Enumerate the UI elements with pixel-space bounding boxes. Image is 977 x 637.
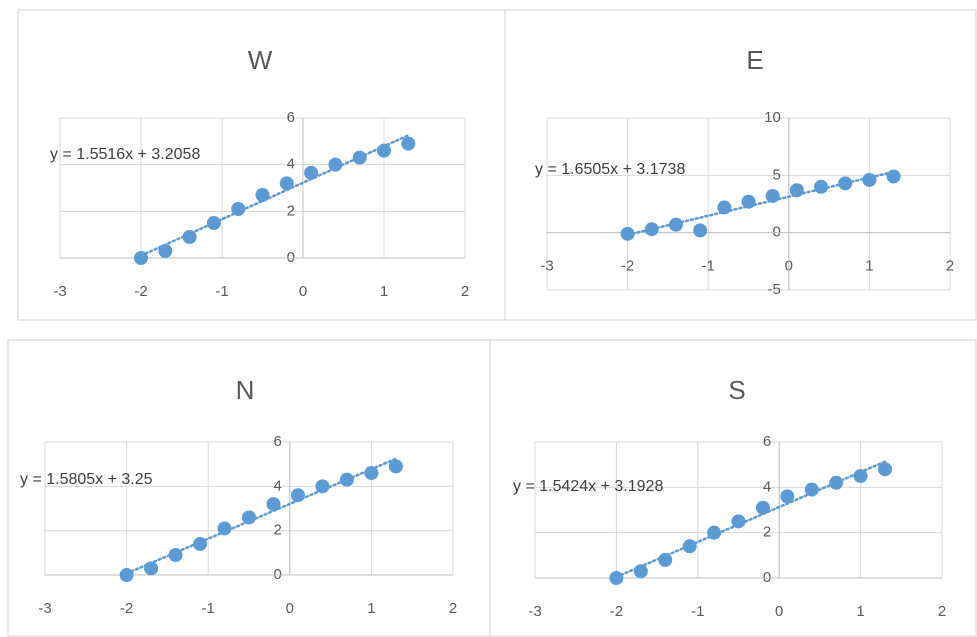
- data-point: [328, 158, 342, 172]
- data-point: [377, 144, 391, 158]
- data-point: [878, 462, 892, 476]
- x-tick-label: 2: [449, 600, 457, 617]
- y-tick-label: 6: [273, 433, 281, 450]
- y-tick-label: 0: [287, 249, 295, 266]
- x-tick-label: 2: [938, 603, 946, 620]
- trendline-equation: y = 1.5516x + 3.2058: [50, 146, 200, 163]
- data-point: [621, 227, 635, 241]
- data-point: [134, 251, 148, 265]
- data-point: [669, 218, 683, 232]
- x-tick-label: 2: [461, 283, 469, 300]
- x-tick-label: 0: [299, 283, 307, 300]
- data-point: [805, 483, 819, 497]
- x-tick-label: -1: [702, 258, 715, 275]
- x-tick-label: -2: [134, 283, 147, 300]
- data-point: [280, 176, 294, 190]
- y-tick-label: 2: [273, 522, 281, 539]
- trendline-equation: y = 1.5424x + 3.1928: [513, 478, 663, 495]
- data-point: [169, 548, 183, 562]
- chart-title: E: [746, 45, 763, 75]
- x-tick-label: -3: [53, 283, 66, 300]
- data-point: [193, 537, 207, 551]
- x-tick-label: 1: [856, 603, 864, 620]
- data-point: [693, 223, 707, 237]
- x-tick-label: -3: [540, 258, 553, 275]
- figure: W 0 2 4 6 -3 -2 -1 0 1 2 y = 1.5516x + 3.2058 E -5 0 5 1…: [0, 0, 977, 637]
- x-tick-label: -2: [621, 258, 634, 275]
- data-point: [780, 489, 794, 503]
- x-tick-label: -1: [202, 600, 215, 617]
- trendline: [127, 459, 396, 574]
- data-point: [854, 469, 868, 483]
- y-tick-label: 10: [764, 109, 781, 126]
- data-point: [766, 189, 780, 203]
- x-tick-label: -3: [38, 600, 51, 617]
- data-point: [756, 501, 770, 515]
- y-tick-label: 0: [273, 566, 281, 583]
- trendline-equation: y = 1.5805x + 3.25: [20, 471, 153, 488]
- data-point: [207, 216, 221, 230]
- x-tick-label: 0: [775, 603, 783, 620]
- data-point: [158, 244, 172, 258]
- data-point: [887, 169, 901, 183]
- data-point: [364, 466, 378, 480]
- data-point: [717, 200, 731, 214]
- data-point: [144, 561, 158, 575]
- x-tick-label: 1: [865, 258, 873, 275]
- x-tick-label: 1: [380, 283, 388, 300]
- y-tick-label: 5: [772, 166, 780, 183]
- data-point: [814, 180, 828, 194]
- data-point: [829, 476, 843, 490]
- x-tick-label: 0: [286, 600, 294, 617]
- y-tick-label: -5: [767, 281, 780, 298]
- y-tick-label: 4: [273, 477, 281, 494]
- trendline: [628, 172, 894, 235]
- data-point: [683, 539, 697, 553]
- data-point: [790, 183, 804, 197]
- y-tick-label: 4: [287, 156, 295, 173]
- x-tick-label: -1: [215, 283, 228, 300]
- data-point: [242, 510, 256, 524]
- data-point: [732, 514, 746, 528]
- chart-title: S: [728, 375, 745, 405]
- y-tick-label: 6: [287, 109, 295, 126]
- y-tick-label: 2: [287, 202, 295, 219]
- data-point: [120, 568, 134, 582]
- y-tick-label: 4: [763, 478, 771, 495]
- chart-title: N: [236, 375, 255, 405]
- data-point: [742, 195, 756, 209]
- x-tick-label: 1: [367, 600, 375, 617]
- data-point: [389, 459, 403, 473]
- data-point: [838, 176, 852, 190]
- x-tick-label: -3: [528, 603, 541, 620]
- data-point: [645, 222, 659, 236]
- data-point: [266, 497, 280, 511]
- data-point: [183, 230, 197, 244]
- data-point: [218, 521, 232, 535]
- data-point: [401, 137, 415, 151]
- data-point: [340, 473, 354, 487]
- chart-title: W: [248, 45, 273, 75]
- data-point: [231, 202, 245, 216]
- x-tick-label: -2: [610, 603, 623, 620]
- data-point: [291, 488, 305, 502]
- y-tick-label: 6: [763, 433, 771, 450]
- data-point: [862, 173, 876, 187]
- data-point: [609, 571, 623, 585]
- data-point: [256, 188, 270, 202]
- data-point: [353, 151, 367, 165]
- y-tick-label: 2: [763, 524, 771, 541]
- data-point: [315, 479, 329, 493]
- y-tick-label: 0: [772, 224, 780, 241]
- data-point: [658, 553, 672, 567]
- y-tick-label: 0: [763, 569, 771, 586]
- x-tick-label: -1: [691, 603, 704, 620]
- x-tick-label: 2: [946, 258, 954, 275]
- data-point: [304, 166, 318, 180]
- data-point: [634, 564, 648, 578]
- data-point: [707, 526, 721, 540]
- trendline-equation: y = 1.6505x + 3.1738: [535, 161, 685, 178]
- x-tick-label: -2: [120, 600, 133, 617]
